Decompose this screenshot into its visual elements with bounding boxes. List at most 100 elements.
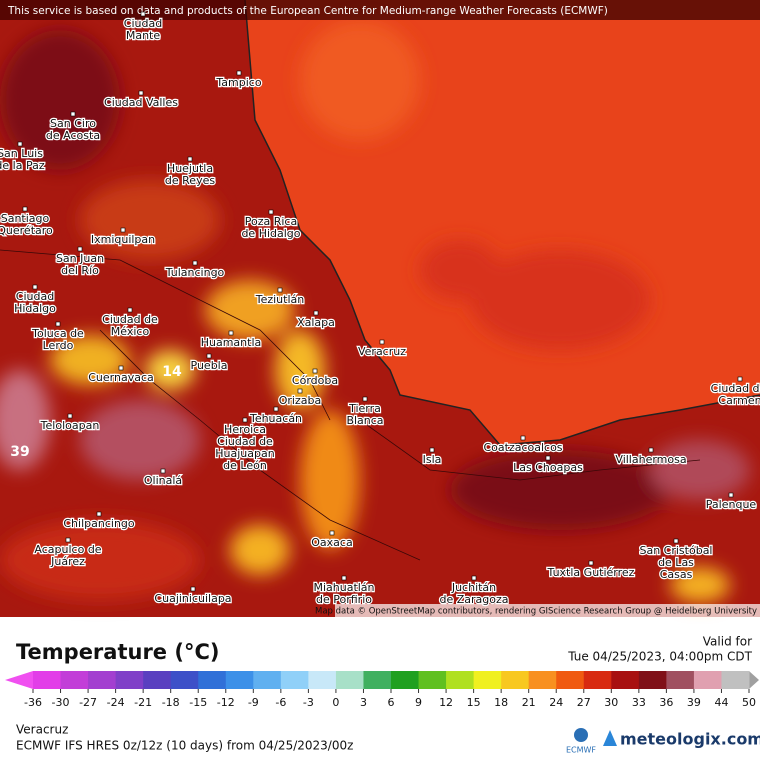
city-dot bbox=[273, 406, 279, 412]
model-run: ECMWF IFS HRES 0z/12z (10 days) from 04/… bbox=[16, 739, 353, 753]
city-label: Huamantla bbox=[201, 336, 262, 349]
colorbar-segment bbox=[693, 671, 722, 689]
city-dot bbox=[728, 492, 734, 498]
city-label: Miahuatlán bbox=[313, 581, 374, 594]
colorbar-tick-label: -21 bbox=[134, 696, 152, 709]
city-label: Cuernavaca bbox=[88, 371, 154, 384]
colorbar-segment bbox=[638, 671, 667, 689]
city-dot bbox=[67, 413, 73, 419]
city-label: de la Paz bbox=[0, 159, 45, 172]
valid-label: Valid for bbox=[703, 635, 752, 649]
city-dot bbox=[22, 206, 28, 212]
meteologix-icon bbox=[603, 730, 617, 746]
city-label: Ciudad de bbox=[217, 435, 273, 448]
city-dot bbox=[520, 435, 526, 441]
colorbar-segment bbox=[391, 671, 420, 689]
city-label: Heroica bbox=[224, 423, 266, 436]
colorbar-segment bbox=[225, 671, 254, 689]
colorbar-segment bbox=[583, 671, 612, 689]
city-label: Tulancingo bbox=[165, 266, 225, 279]
city-dot bbox=[341, 575, 347, 581]
legend-title: Temperature (°C) bbox=[16, 640, 219, 664]
city-dot bbox=[242, 417, 248, 423]
colorbar-segment bbox=[418, 671, 447, 689]
colorbar-segment bbox=[721, 671, 750, 689]
city-label: Ixmiquilpan bbox=[91, 233, 155, 246]
colorbar-tick-label: -12 bbox=[217, 696, 235, 709]
city-label: México bbox=[111, 325, 150, 338]
footer: Temperature (°C) Valid for Tue 04/25/202… bbox=[5, 635, 760, 755]
colorbar-tick-label: 33 bbox=[632, 696, 646, 709]
city-dot bbox=[65, 537, 71, 543]
valid-time: Tue 04/25/2023, 04:00pm CDT bbox=[567, 650, 752, 664]
city-label: Huajuapan bbox=[215, 447, 274, 460]
city-label: Juárez bbox=[50, 555, 85, 568]
region: Veracruz bbox=[16, 723, 68, 737]
city-label: de Acosta bbox=[46, 129, 100, 142]
colorbar-tick-label: 0 bbox=[332, 696, 339, 709]
city-label: San Luis bbox=[0, 147, 43, 160]
city-label: Mante bbox=[126, 29, 161, 42]
city-label: Huejutla bbox=[167, 162, 213, 175]
city-label: Teloloapan bbox=[40, 419, 100, 432]
colorbar-tick-label: 3 bbox=[360, 696, 367, 709]
city-label: Coatzacoalcos bbox=[483, 441, 562, 454]
city-label: Acapulco de bbox=[34, 543, 101, 556]
colorbar-tick-label: 21 bbox=[522, 696, 536, 709]
city-label: Teziutlán bbox=[255, 293, 305, 306]
colorbar-tick-label: -6 bbox=[275, 696, 286, 709]
city-label: Poza Rica bbox=[245, 215, 297, 228]
city-dot bbox=[140, 11, 146, 17]
colorbar-segment bbox=[473, 671, 502, 689]
city-label: Orizaba bbox=[279, 394, 321, 407]
city-dot bbox=[268, 209, 274, 215]
colorbar-tick-label: -24 bbox=[107, 696, 125, 709]
colorbar-tick-label: 12 bbox=[439, 696, 453, 709]
city-label: Juchitán bbox=[451, 581, 496, 594]
max-marker: 39 bbox=[10, 444, 29, 460]
colorbar-segment bbox=[170, 671, 199, 689]
city-dot bbox=[138, 90, 144, 96]
city-label: Las Choapas bbox=[513, 461, 583, 474]
colorbar-segment bbox=[501, 671, 530, 689]
city-label: Carmen bbox=[718, 394, 760, 407]
city-label: Ciudad del bbox=[711, 382, 760, 395]
city-label: Tierra bbox=[348, 402, 381, 415]
attribution: Map data © OpenStreetMap contributors, r… bbox=[315, 607, 757, 617]
colorbar-segment bbox=[33, 671, 62, 689]
city-label: Xalapa bbox=[297, 316, 335, 329]
colorbar-segment bbox=[88, 671, 117, 689]
city-label: Hidalgo bbox=[14, 302, 56, 315]
city-label: de León bbox=[223, 459, 267, 472]
colorbar-tick-label: 30 bbox=[604, 696, 618, 709]
city-dot bbox=[312, 368, 318, 374]
colorbar-tick-label: 36 bbox=[659, 696, 673, 709]
colorbar-tick-label: 9 bbox=[415, 696, 422, 709]
city-label: Casas bbox=[660, 568, 693, 581]
colorbar-tick-label: -30 bbox=[52, 696, 70, 709]
city-dot bbox=[379, 339, 385, 345]
city-dot bbox=[77, 246, 83, 252]
coastline bbox=[244, 0, 760, 446]
colorbar-tick-label: -27 bbox=[79, 696, 97, 709]
disclaimer-bar bbox=[0, 0, 760, 20]
sea-field bbox=[300, 20, 650, 350]
ecmwf-logo: ECMWF bbox=[566, 746, 596, 755]
city-label: Oaxaca bbox=[311, 536, 352, 549]
colorbar-tick-label: 50 bbox=[742, 696, 756, 709]
city-dot bbox=[297, 388, 303, 394]
city-dot bbox=[160, 468, 166, 474]
colorbar-tick-label: 27 bbox=[577, 696, 591, 709]
city-label: de Hidalgo bbox=[241, 227, 300, 240]
colorbar-segment bbox=[528, 671, 557, 689]
city-dot bbox=[673, 538, 679, 544]
colorbar-arrow-left bbox=[5, 671, 33, 689]
city-dot bbox=[588, 560, 594, 566]
city-label: Querétaro bbox=[0, 224, 53, 237]
city-dot bbox=[120, 227, 126, 233]
colorbar-segment bbox=[60, 671, 89, 689]
colorbar-tick-label: -36 bbox=[24, 696, 42, 709]
